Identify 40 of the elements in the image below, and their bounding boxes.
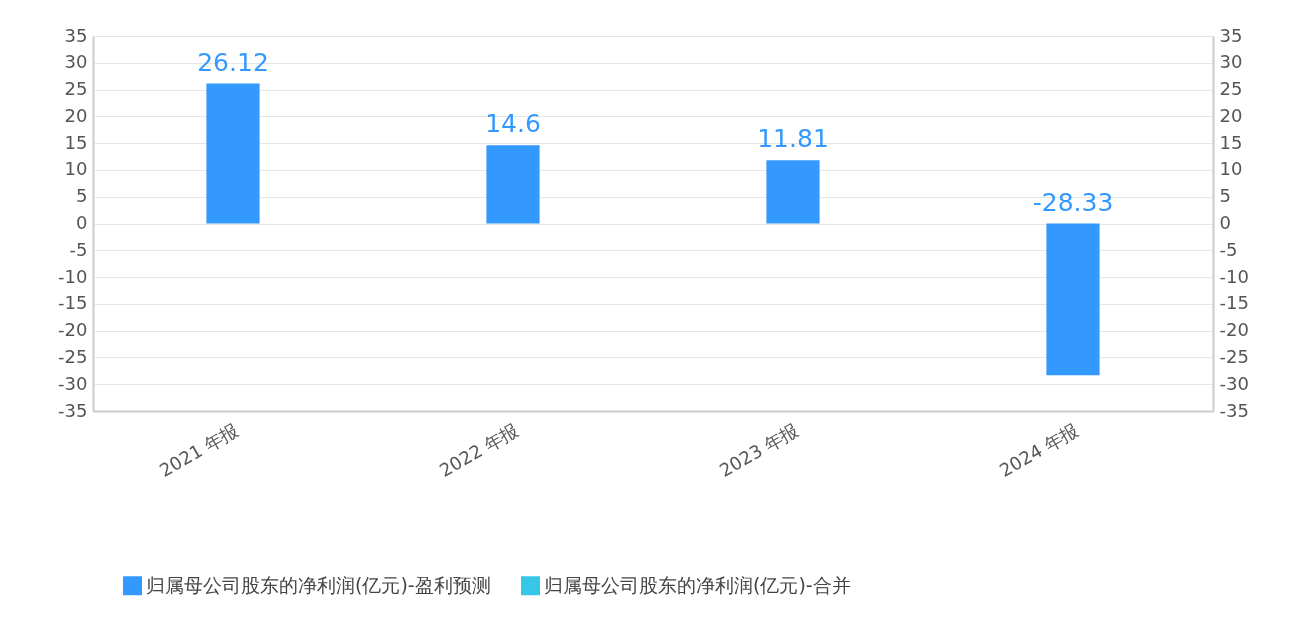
data-label: 26.12 xyxy=(197,47,269,77)
y-tick-label: -35 xyxy=(58,399,88,421)
y2-tick-label: 0 xyxy=(1219,212,1231,233)
y2-tick-label: -10 xyxy=(1219,265,1249,287)
y-tick-label: 30 xyxy=(64,51,88,73)
y-tick-label: -25 xyxy=(58,345,88,367)
y2-tick-label: 20 xyxy=(1219,104,1243,126)
y2-tick-label: -30 xyxy=(1219,372,1249,394)
y2-tick-label: 25 xyxy=(1219,78,1243,100)
y-tick-label: 5 xyxy=(76,185,88,207)
data-label: 14.6 xyxy=(485,109,541,139)
data-label: -28.33 xyxy=(1032,187,1114,217)
bar xyxy=(766,160,820,224)
bar xyxy=(1046,223,1100,376)
y2-tick-label: -20 xyxy=(1219,319,1249,341)
data-label: 11.81 xyxy=(757,124,829,154)
y2-tick-label: -25 xyxy=(1219,345,1249,367)
y2-tick-label: -15 xyxy=(1219,292,1249,314)
y-tick-label: 0 xyxy=(76,212,88,233)
y-tick-label: -5 xyxy=(69,238,88,260)
y-tick-label: 20 xyxy=(64,104,88,126)
legend-label: 归属母公司股东的净利润(亿元)-盈利预测 xyxy=(146,573,491,596)
y-tick-label: -10 xyxy=(58,265,88,287)
y2-tick-label: 35 xyxy=(1219,24,1243,46)
y2-tick-label: 10 xyxy=(1219,158,1243,180)
y-tick-label: 35 xyxy=(64,24,88,46)
y-tick-label: -15 xyxy=(58,292,88,314)
bar xyxy=(206,83,260,224)
y2-tick-label: 30 xyxy=(1219,51,1243,73)
y-tick-label: -20 xyxy=(58,319,88,341)
y2-tick-label: -5 xyxy=(1219,238,1238,260)
y2-tick-label: 15 xyxy=(1219,131,1243,153)
y-tick-label: 10 xyxy=(64,158,88,180)
y2-tick-label: -35 xyxy=(1219,399,1249,421)
legend-label: 归属母公司股东的净利润(亿元)-合并 xyxy=(544,573,851,596)
y-tick-label: -30 xyxy=(58,372,88,394)
y2-tick-label: 5 xyxy=(1219,185,1231,207)
y-tick-label: 15 xyxy=(64,131,88,153)
bar xyxy=(486,145,540,224)
y-tick-label: 25 xyxy=(64,78,88,100)
